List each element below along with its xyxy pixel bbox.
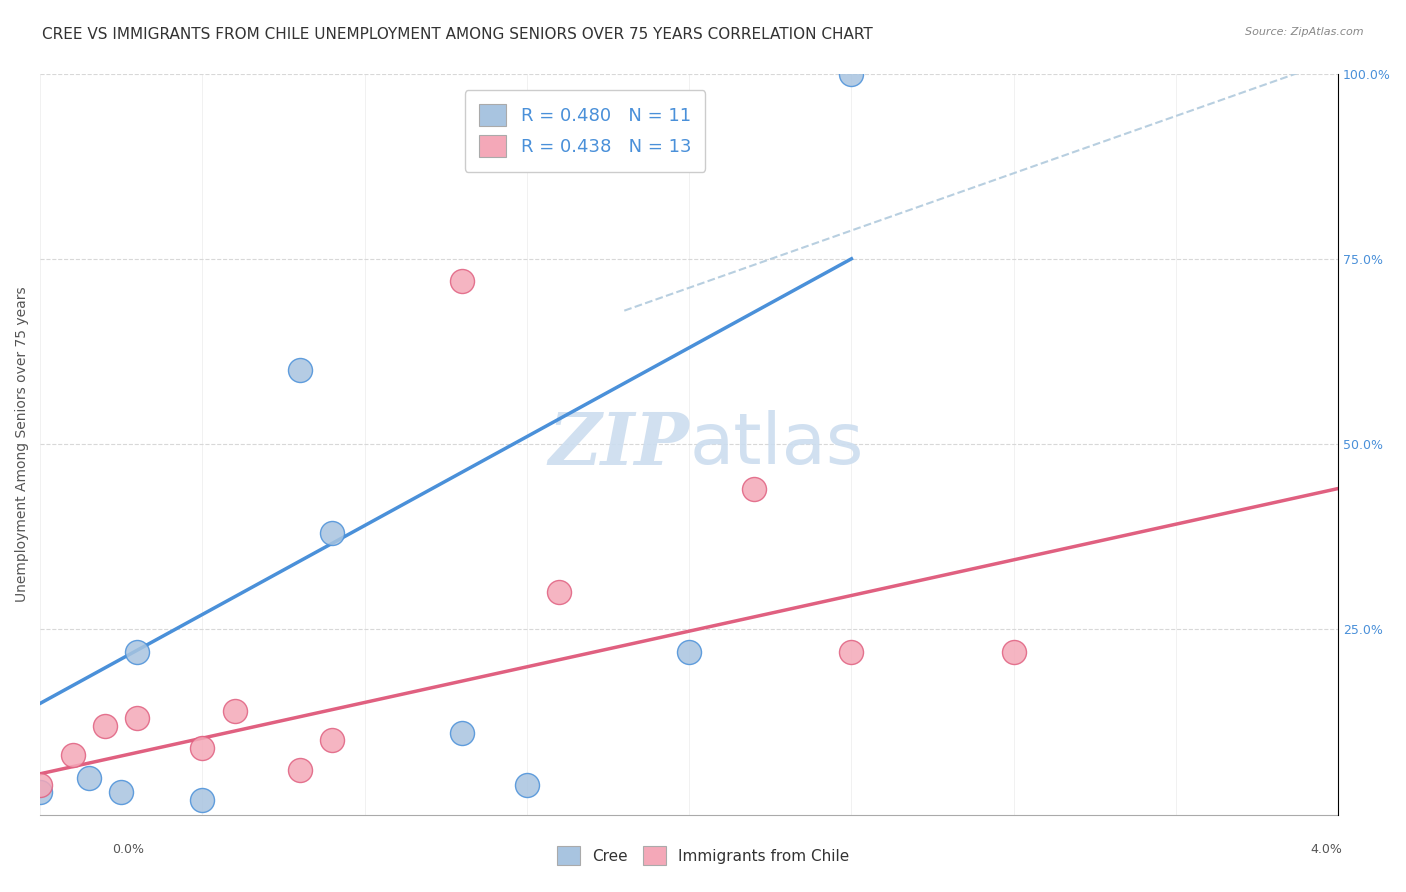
Point: [94, 718, 117, 732]
Point: [127, 711, 149, 725]
Text: 0.0%: 0.0%: [112, 843, 145, 856]
Point: [30, 778, 52, 792]
Text: atlas: atlas: [689, 409, 863, 478]
Point: [841, 644, 863, 658]
Point: [62, 748, 84, 763]
Text: ZIP: ZIP: [548, 409, 689, 480]
Point: [110, 785, 132, 799]
Point: [321, 733, 343, 747]
Point: [841, 66, 863, 80]
Point: [451, 726, 474, 740]
Point: [30, 785, 52, 799]
Point: [516, 778, 538, 792]
Point: [288, 763, 311, 777]
Point: [451, 274, 474, 288]
Point: [742, 482, 765, 496]
Text: Source: ZipAtlas.com: Source: ZipAtlas.com: [1246, 27, 1364, 37]
Point: [191, 793, 214, 807]
Point: [77, 771, 100, 785]
Point: [678, 644, 700, 658]
Legend: R = 0.480   N = 11, R = 0.438   N = 13: R = 0.480 N = 11, R = 0.438 N = 13: [464, 90, 706, 172]
Point: [1002, 644, 1025, 658]
Point: [548, 585, 571, 599]
Text: CREE VS IMMIGRANTS FROM CHILE UNEMPLOYMENT AMONG SENIORS OVER 75 YEARS CORRELATI: CREE VS IMMIGRANTS FROM CHILE UNEMPLOYME…: [42, 27, 873, 42]
Legend: Cree, Immigrants from Chile: Cree, Immigrants from Chile: [551, 840, 855, 871]
Y-axis label: Unemployment Among Seniors over 75 years: Unemployment Among Seniors over 75 years: [15, 286, 30, 602]
Point: [224, 704, 246, 718]
Text: 4.0%: 4.0%: [1310, 843, 1343, 856]
Point: [127, 644, 149, 658]
Point: [191, 740, 214, 755]
Point: [288, 363, 311, 377]
Point: [321, 525, 343, 540]
